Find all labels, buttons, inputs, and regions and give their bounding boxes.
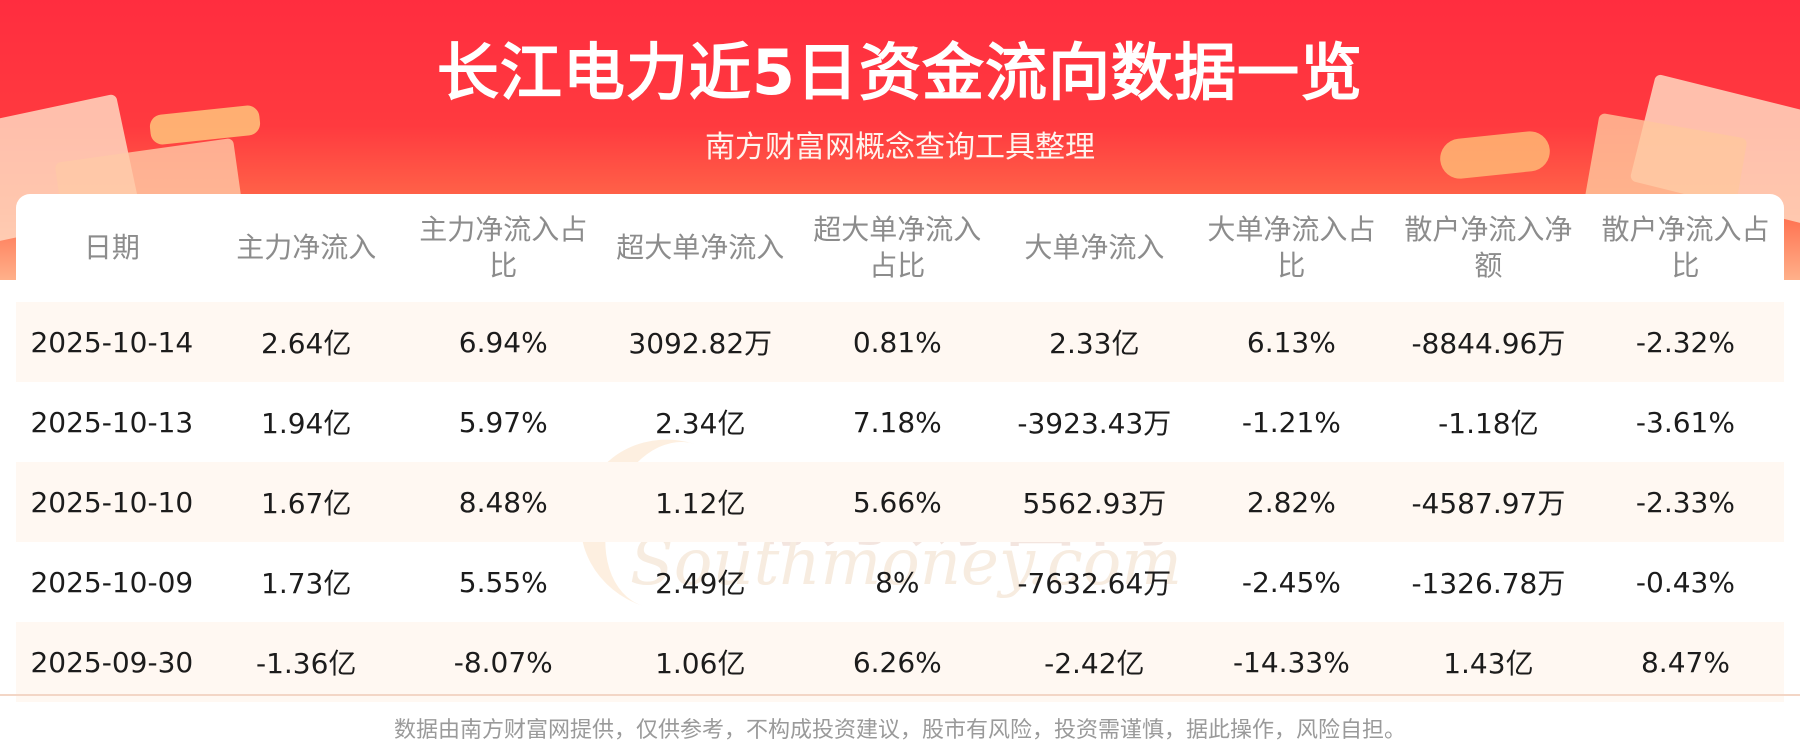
table-cell: -2.33% [1586, 462, 1784, 542]
table-cell: -2.32% [1586, 302, 1784, 382]
footer-divider [0, 694, 1800, 696]
column-header: 大单净流入 [1024, 231, 1165, 264]
table-cell: -14.33% [1192, 622, 1390, 702]
table-cell: 5.55% [458, 565, 548, 599]
table-row: 2025-10-14 2.64亿 6.94% 3092.82万 0.81% 2.33亿 6.… [16, 302, 1784, 382]
table-row: 2025-09-30 -1.36亿 -8.07% 1.06亿 6.26% -2.42亿 -1… [16, 622, 1784, 702]
table-cell: -1.36亿 [207, 622, 405, 702]
page-subtitle: 南方财富网概念查询工具整理 [705, 130, 1095, 165]
column-header: 超大单净流入占比 [813, 213, 982, 282]
table-cell: 5562.93万 [995, 462, 1193, 542]
column-header: 主力净流入 [236, 231, 377, 264]
table-cell: 6.13% [1192, 302, 1390, 382]
table-cell: 1.73亿 [261, 567, 352, 600]
table-cell: 6.94% [404, 302, 602, 382]
table-cell: -1.18亿 [1438, 407, 1539, 440]
table-cell: 1.67亿 [207, 462, 405, 542]
page-title: 长江电力近5日资金流向数据一览 [436, 36, 1364, 109]
column-header: 日期 [83, 231, 140, 264]
table-cell: 2025-10-10 [16, 462, 208, 542]
table-cell: 2025-10-13 [30, 405, 194, 439]
table-cell: 3092.82万 [601, 302, 799, 382]
table-cell: 8% [875, 565, 920, 599]
table-cell: -1326.78万 [1411, 567, 1566, 600]
table-cell: -3.61% [1635, 405, 1735, 439]
table-header-row: 日期 主力净流入 主力净流入占比 超大单净流入 超大单净流入占比 大单净流入 大单净流入占比… [16, 194, 1784, 302]
table-body: 2025-10-14 2.64亿 6.94% 3092.82万 0.81% 2.33亿 6.… [16, 302, 1784, 702]
column-header: 超大单净流入 [616, 231, 785, 264]
table-cell: 5.66% [798, 462, 996, 542]
column-header: 大单净流入占比 [1207, 213, 1376, 282]
table-cell: -7632.64万 [1017, 567, 1172, 600]
table-cell: -0.43% [1635, 565, 1735, 599]
table-row: 2025-10-10 1.67亿 8.48% 1.12亿 5.66% 5562.93万 2.… [16, 462, 1784, 542]
table-cell: -8844.96万 [1389, 302, 1587, 382]
table-cell: 2025-10-14 [16, 302, 208, 382]
table-cell: 1.94亿 [261, 407, 352, 440]
table-row: 2025-10-13 1.94亿 5.97% 2.34亿 7.18% -3923.43万 -… [16, 382, 1784, 462]
table-cell: 2.34亿 [655, 407, 746, 440]
table-cell: 2.82% [1192, 462, 1390, 542]
table-cell: 6.26% [798, 622, 996, 702]
table-cell: -2.42亿 [995, 622, 1193, 702]
table-cell: 5.97% [458, 405, 548, 439]
fund-flow-table: 日期 主力净流入 主力净流入占比 超大单净流入 超大单净流入占比 大单净流入 大单净流入占比… [16, 194, 1784, 702]
table-cell: -3923.43万 [1017, 407, 1172, 440]
column-header: 主力净流入占比 [419, 213, 588, 282]
table-cell: 1.06亿 [601, 622, 799, 702]
table-cell: 7.18% [852, 405, 942, 439]
table-card [16, 194, 1784, 694]
table-cell: 2.33亿 [995, 302, 1193, 382]
column-header: 散户净流入净额 [1404, 213, 1573, 282]
table-cell: -4587.97万 [1389, 462, 1587, 542]
table-row: 2025-10-09 1.73亿 5.55% 2.49亿 8% -7632.64万 -2.4… [16, 542, 1784, 622]
table-cell: 2025-10-09 [30, 565, 194, 599]
table-cell: 0.81% [798, 302, 996, 382]
table-cell: -2.45% [1241, 565, 1341, 599]
table-cell: 1.43亿 [1389, 622, 1587, 702]
table-cell: 2.64亿 [207, 302, 405, 382]
table-cell: 8.48% [404, 462, 602, 542]
table-cell: -8.07% [404, 622, 602, 702]
table-cell: 2.49亿 [655, 567, 746, 600]
table-cell: 1.12亿 [601, 462, 799, 542]
column-header: 散户净流入占比 [1601, 213, 1770, 282]
table-cell: 8.47% [1586, 622, 1784, 702]
table-cell: 2025-09-30 [16, 622, 208, 702]
table-cell: -1.21% [1241, 405, 1341, 439]
footer-disclaimer: 数据由南方财富网提供，仅供参考，不构成投资建议，股市有风险，投资需谨慎，据此操作… [393, 718, 1406, 743]
